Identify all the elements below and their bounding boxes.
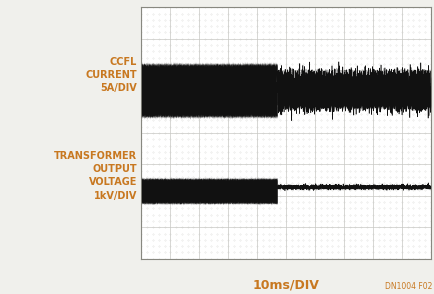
Text: TRANSFORMER
OUTPUT
VOLTAGE
1kV/DIV: TRANSFORMER OUTPUT VOLTAGE 1kV/DIV — [54, 151, 137, 201]
Text: DN1004 F02: DN1004 F02 — [385, 282, 432, 291]
Text: 10ms/DIV: 10ms/DIV — [252, 278, 319, 291]
Text: CCFL
CURRENT
5A/DIV: CCFL CURRENT 5A/DIV — [85, 57, 137, 93]
